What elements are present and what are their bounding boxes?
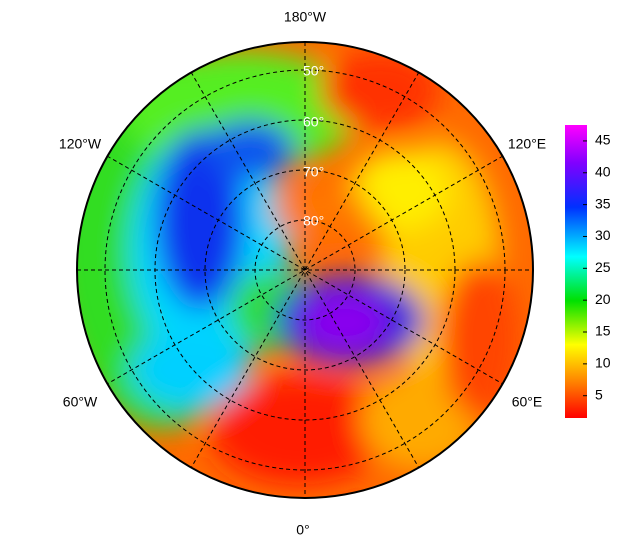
latitude-label: 70° — [303, 164, 324, 180]
colorbar-tick-label: 25 — [595, 259, 611, 275]
longitude-label: 60°W — [63, 394, 98, 410]
colorbar-tick-label: 30 — [595, 227, 611, 243]
latitude-label: 80° — [303, 213, 324, 229]
longitude-label: 0° — [296, 522, 309, 538]
longitude-label: 120°W — [59, 136, 102, 152]
colorbar — [565, 125, 587, 418]
colorbar-tick-label: 15 — [595, 323, 611, 339]
colorbar-tick-label: 5 — [595, 386, 603, 402]
graticule — [77, 42, 533, 498]
longitude-label: 120°E — [508, 136, 546, 152]
longitude-label: 60°E — [512, 394, 543, 410]
colorbar-tick-label: 20 — [595, 291, 611, 307]
latitude-label: 50° — [303, 63, 324, 79]
colorbar-tick-label: 40 — [595, 163, 611, 179]
map-boundary — [76, 41, 534, 499]
latitude-labels: 50° 60° 70° 80° — [303, 63, 324, 229]
latitude-label: 60° — [303, 114, 324, 130]
colorbar-tick-label: 45 — [595, 132, 611, 148]
colorbar-ticks: 5 10 15 20 25 30 35 40 45 — [583, 132, 611, 402]
colorbar-tick-label: 10 — [595, 355, 611, 371]
colorbar-tick-label: 35 — [595, 195, 611, 211]
longitude-label: 180°W — [284, 9, 327, 25]
